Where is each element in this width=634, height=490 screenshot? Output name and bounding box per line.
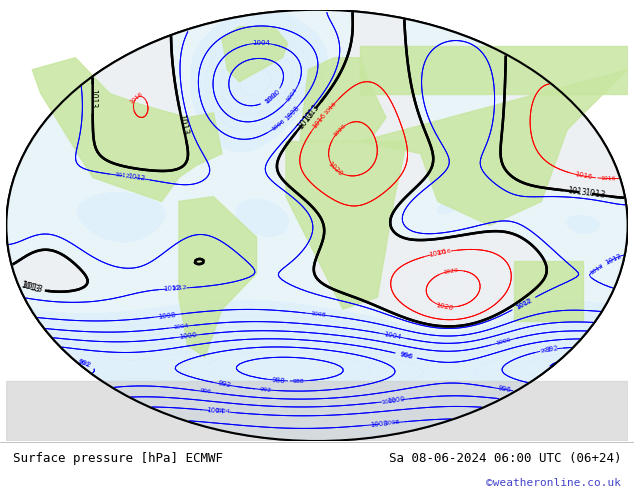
Text: 1012: 1012 [604, 252, 623, 266]
Text: 1012: 1012 [588, 263, 604, 275]
Text: 1008: 1008 [310, 311, 326, 318]
Text: 992: 992 [545, 345, 559, 353]
Text: 1012: 1012 [127, 173, 145, 182]
Text: 1016: 1016 [129, 92, 144, 105]
Text: 996: 996 [199, 389, 212, 395]
Text: 1000: 1000 [264, 91, 279, 105]
Polygon shape [32, 58, 222, 201]
Text: 992: 992 [77, 358, 91, 368]
Text: 1004: 1004 [252, 40, 269, 46]
Text: 1016: 1016 [574, 172, 593, 181]
Text: 1020: 1020 [327, 161, 344, 177]
Text: 1012: 1012 [515, 296, 533, 311]
Text: 992: 992 [78, 359, 91, 368]
Text: 1008: 1008 [271, 119, 286, 132]
Text: 1012: 1012 [516, 297, 532, 310]
Text: 1013: 1013 [176, 114, 190, 136]
Text: 1020: 1020 [443, 268, 459, 274]
Text: 1012: 1012 [114, 172, 131, 179]
Polygon shape [179, 196, 257, 357]
Text: 1013: 1013 [295, 110, 316, 132]
Text: Surface pressure [hPa] ECMWF: Surface pressure [hPa] ECMWF [13, 452, 223, 465]
Text: 1016: 1016 [601, 176, 616, 181]
Text: 1016: 1016 [436, 248, 452, 256]
Text: 1000: 1000 [179, 332, 197, 340]
Polygon shape [514, 261, 583, 321]
Text: 988: 988 [293, 378, 305, 384]
Text: 1013: 1013 [20, 280, 41, 294]
Text: 1008: 1008 [158, 312, 177, 319]
Polygon shape [360, 46, 628, 94]
Polygon shape [6, 381, 628, 441]
Text: 1000: 1000 [495, 337, 511, 346]
Ellipse shape [6, 10, 628, 441]
Text: 1016: 1016 [323, 100, 337, 116]
Text: 988: 988 [271, 377, 285, 384]
Text: 1013: 1013 [302, 103, 321, 123]
Polygon shape [360, 70, 628, 225]
Text: 1013: 1013 [584, 188, 606, 200]
Text: 1004: 1004 [215, 409, 231, 415]
Text: 996: 996 [399, 351, 413, 360]
Text: 1008: 1008 [370, 420, 388, 428]
Text: Sa 08-06-2024 06:00 UTC (06+24): Sa 08-06-2024 06:00 UTC (06+24) [389, 452, 621, 465]
Text: 1008: 1008 [283, 104, 301, 122]
Text: ©weatheronline.co.uk: ©weatheronline.co.uk [486, 478, 621, 488]
Text: 1016: 1016 [428, 248, 447, 258]
Text: 1016: 1016 [312, 111, 328, 129]
Text: 1012: 1012 [164, 285, 181, 292]
Text: 992: 992 [217, 380, 231, 389]
Polygon shape [222, 26, 288, 82]
Text: 1013: 1013 [567, 186, 588, 197]
Text: 1000: 1000 [387, 396, 405, 404]
Ellipse shape [6, 10, 628, 441]
Text: 996: 996 [400, 352, 413, 359]
Polygon shape [286, 142, 407, 309]
Text: 1012: 1012 [171, 285, 188, 291]
Text: 1000: 1000 [264, 88, 281, 105]
Text: 996: 996 [498, 386, 512, 393]
Text: 1004: 1004 [173, 323, 189, 330]
Text: 992: 992 [540, 347, 553, 354]
Text: 1004: 1004 [383, 331, 401, 341]
Polygon shape [300, 58, 386, 142]
Text: 1004: 1004 [207, 407, 225, 415]
Text: 1013: 1013 [88, 89, 97, 109]
Text: 1008: 1008 [384, 420, 400, 426]
Text: 992: 992 [260, 387, 272, 393]
Text: 1013: 1013 [21, 281, 44, 295]
Text: 1000: 1000 [381, 398, 397, 405]
Text: 1020: 1020 [332, 123, 347, 138]
Text: 1020: 1020 [435, 302, 453, 311]
Text: 1004: 1004 [285, 87, 299, 103]
